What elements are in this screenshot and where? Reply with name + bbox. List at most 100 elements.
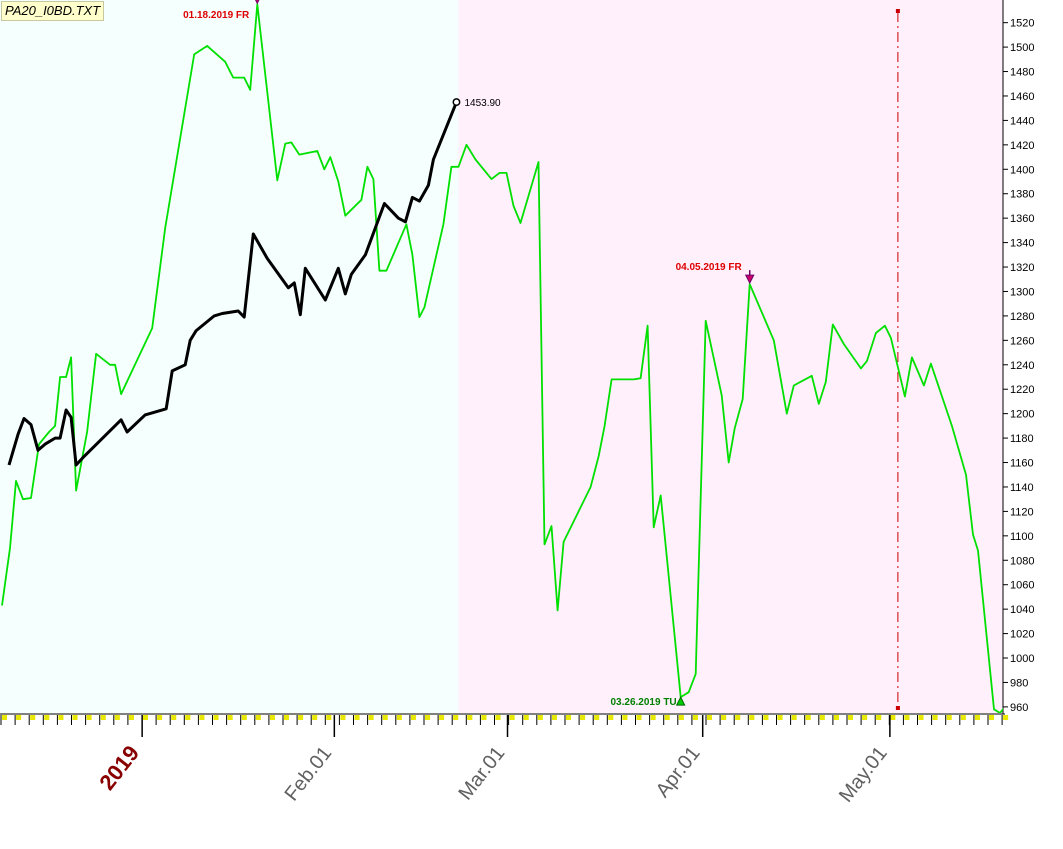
x-axis-day-block (932, 715, 938, 720)
x-axis-day-block (340, 715, 346, 720)
x-axis-day-block (918, 715, 924, 720)
x-axis-day-block (707, 715, 713, 720)
x-axis-day-block (86, 715, 92, 720)
background-region-right (458, 0, 1003, 713)
y-tick-label: 1500 (1010, 42, 1034, 54)
x-axis-day-block (946, 715, 952, 720)
x-axis-day-block (664, 715, 670, 720)
low-annotation-label: 03.26.2019 TU (611, 697, 677, 708)
x-axis-strip (0, 714, 1063, 720)
x-axis-day-block (495, 715, 501, 720)
y-tick-label: 1320 (1010, 262, 1034, 274)
series-1-line (1, 3, 1003, 713)
y-tick-label: 1240 (1010, 360, 1034, 372)
x-axis-day-block (1003, 715, 1009, 720)
y-tick-label: 1000 (1010, 653, 1034, 665)
vertical-marker-bottom-dot (895, 706, 900, 710)
y-tick-label: 1100 (1010, 531, 1034, 543)
x-axis-day-block (678, 715, 684, 720)
x-axis-day-block (960, 715, 966, 720)
x-axis-day-block (735, 715, 741, 720)
x-month-label: Mar.01 (454, 743, 509, 805)
x-axis-day-block (848, 715, 854, 720)
x-axis-day-block (72, 715, 78, 720)
x-axis-day-block (30, 715, 36, 720)
y-tick-label: 1120 (1010, 506, 1034, 518)
x-axis-day-block (509, 715, 515, 720)
x-axis-day-block (368, 715, 374, 720)
y-tick-label: 980 (1010, 677, 1028, 689)
y-tick-label: 1080 (1010, 555, 1034, 567)
y-tick-label: 1200 (1010, 409, 1034, 421)
x-axis-day-block (114, 715, 120, 720)
x-axis-day-block (241, 715, 247, 720)
x-axis-day-block (763, 715, 769, 720)
y-tick-label: 1180 (1010, 433, 1034, 445)
x-axis-day-block (989, 715, 995, 720)
last-value-label: 1453.90 (464, 98, 501, 109)
x-axis-day-block (312, 715, 318, 720)
high-annotation-label: 04.05.2019 FR (676, 262, 743, 273)
x-year-label: 2019 (94, 741, 144, 795)
x-axis-day-block (622, 715, 628, 720)
y-tick-label: 1460 (1010, 91, 1034, 103)
y-tick-label: 1440 (1010, 115, 1034, 127)
x-axis-day-block (58, 715, 64, 720)
x-axis-day-block (44, 715, 50, 720)
x-axis-day-block (608, 715, 614, 720)
y-tick-label: 1400 (1010, 164, 1034, 176)
x-axis-day-block (284, 715, 290, 720)
x-axis-day-block (650, 715, 656, 720)
x-axis-day-block (410, 715, 416, 720)
x-axis-day-block (566, 715, 572, 720)
high-annotation-label: 01.18.2019 FR (183, 10, 250, 21)
y-tick-label: 1420 (1010, 140, 1034, 152)
y-tick-label: 1520 (1010, 18, 1034, 30)
x-axis-day-block (255, 715, 261, 720)
x-axis-day-block (749, 715, 755, 720)
x-axis-day-block (382, 715, 388, 720)
x-axis-day-block (298, 715, 304, 720)
y-tick-label: 1360 (1010, 213, 1034, 225)
x-axis-day-block (904, 715, 910, 720)
x-axis-day-block (326, 715, 332, 720)
x-axis-day-block (819, 715, 825, 720)
high-marker-icon (255, 0, 260, 5)
y-tick-label: 1020 (1010, 629, 1034, 641)
x-axis-day-block (537, 715, 543, 720)
x-axis-day-block (636, 715, 642, 720)
y-tick-label: 1140 (1010, 482, 1034, 494)
y-tick-label: 1160 (1010, 458, 1034, 470)
background-region-left (0, 0, 459, 713)
x-axis-day-block (974, 715, 980, 720)
x-month-label: May.01 (835, 743, 892, 807)
x-axis-day-block (467, 715, 473, 720)
x-axis-day-block (396, 715, 402, 720)
y-tick-label: 1040 (1010, 604, 1034, 616)
x-axis-day-block (580, 715, 586, 720)
x-axis-day-block (213, 715, 219, 720)
y-tick-label: 1260 (1010, 335, 1034, 347)
x-axis-day-block (143, 715, 149, 720)
x-axis-day-block (100, 715, 106, 720)
x-axis-day-block (791, 715, 797, 720)
last-value-marker (452, 98, 461, 107)
y-tick-label: 960 (1010, 702, 1028, 714)
x-axis-day-block (594, 715, 600, 720)
x-axis-day-block (2, 715, 8, 720)
x-axis-day-block (890, 715, 896, 720)
y-tick-label: 1280 (1010, 311, 1034, 323)
x-axis-day-block (16, 715, 22, 720)
x-axis-day-block (876, 715, 882, 720)
x-axis-day-block (128, 715, 134, 720)
vertical-marker-top-dot (895, 9, 900, 13)
y-tick-label: 1220 (1010, 384, 1034, 396)
x-axis-day-block (777, 715, 783, 720)
series-group (1, 3, 1003, 713)
x-month-label: Feb.01 (281, 743, 337, 806)
x-axis-day-block (453, 715, 459, 720)
series-2-line (7, 101, 458, 467)
x-axis-day-block (439, 715, 445, 720)
